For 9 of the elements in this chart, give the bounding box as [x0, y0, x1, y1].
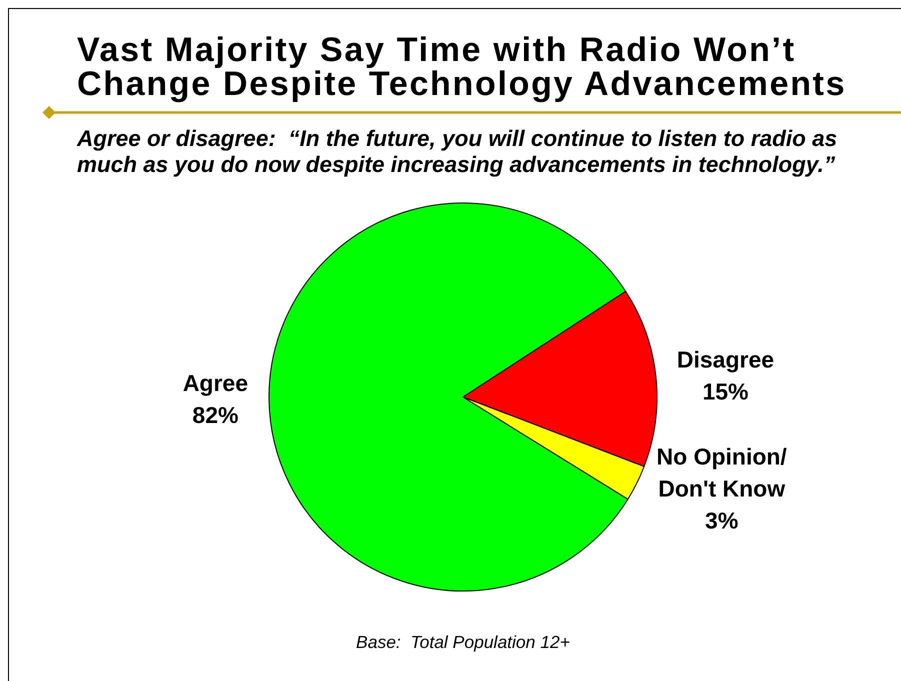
chart-title: Vast Majority Say Time with Radio Won’t Change Despite Technology Advancements [77, 31, 848, 102]
slice-label: Agree [182, 370, 248, 396]
data-label: 82% [192, 402, 238, 428]
data-label: 3% [705, 508, 738, 534]
chart-subtitle: Agree or disagree: “In the future, you will continue to listen to radio as much as you do now despite increasing advancements in technology.” [77, 126, 838, 178]
slice-label: Disagree [676, 346, 774, 372]
text: Base: Total Population 12+ [355, 632, 571, 653]
slice-label: No Opinion/Don't Know [656, 444, 788, 502]
data-label: 15% [702, 378, 748, 404]
